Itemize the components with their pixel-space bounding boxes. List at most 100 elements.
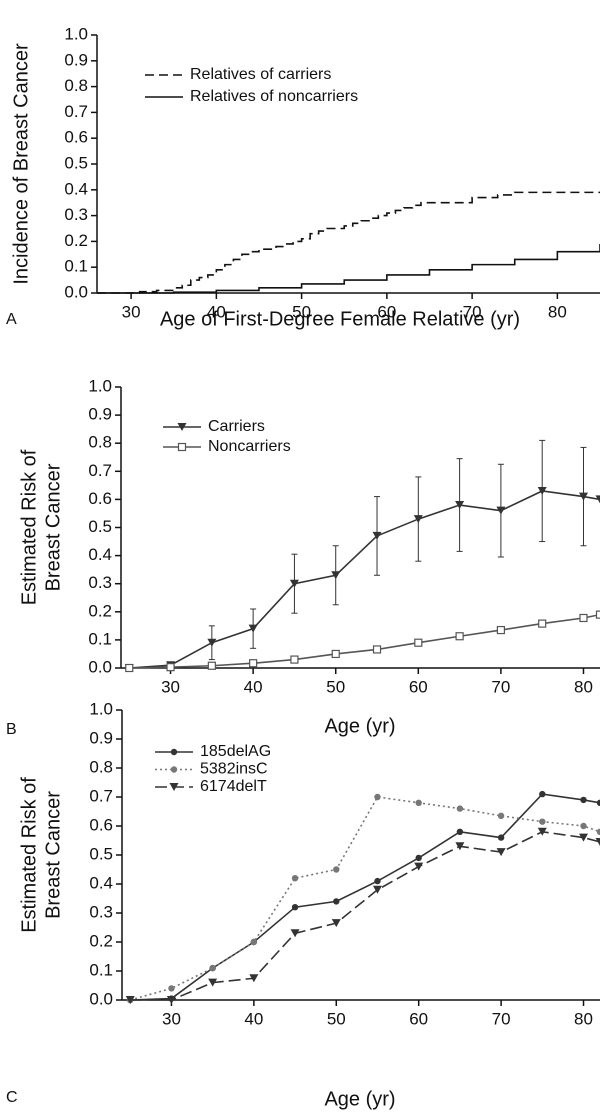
marker [538,619,547,628]
y-tick-label: 0.4 [89,873,113,892]
series-line [130,793,600,1001]
marker [455,501,465,510]
marker [177,423,187,431]
y-tick-label: 0.1 [88,629,112,648]
marker [209,964,216,972]
marker [497,812,505,820]
marker [208,978,218,987]
y-tick-label: 0.7 [89,786,113,805]
marker [331,571,341,580]
marker [170,766,178,773]
marker [595,495,600,504]
x-tick-label: 40 [244,1009,263,1028]
panel-letter: C [6,1089,18,1106]
x-tick-label: 60 [377,302,396,321]
y-axis-label: Incidence of Breast Cancer [10,43,32,285]
marker [580,822,587,830]
y-tick-label: 0.6 [89,815,113,834]
marker [291,875,299,882]
x-tick-label: 30 [161,677,180,696]
marker [249,974,259,983]
marker [413,515,423,524]
marker [497,834,505,841]
y-tick-label: 1.0 [64,24,88,43]
x-tick-label: 80 [548,302,567,321]
x-tick-label: 80 [574,677,593,696]
x-tick-label: 40 [207,302,226,321]
y-tick-label: 0.3 [64,205,88,224]
marker [456,828,464,835]
panel-letter: B [6,721,17,738]
marker [207,661,216,670]
marker [125,996,135,1004]
marker [289,579,299,588]
marker [166,996,176,1004]
y-tick-label: 0.2 [64,231,88,250]
y-tick-label: 0.9 [88,405,112,424]
marker [249,659,258,668]
y-axis-label: Breast Cancer [42,463,64,591]
marker [580,796,587,804]
panel: 0.0 0.1 0.2 0.3 0.4 0.5 0.6 0.7 0.8 0.9 1.0 30 40 50 6… [6,24,600,330]
x-tick-label: 70 [463,302,482,321]
x-tick-label: 70 [491,677,510,696]
marker [539,790,546,798]
marker [496,625,505,635]
series-line [129,490,600,669]
y-tick-label: 0.5 [89,844,113,863]
y-tick-label: 0.5 [88,517,112,536]
marker [207,638,217,647]
x-tick-label: 80 [574,1009,593,1028]
x-tick-label: 70 [492,1009,511,1028]
panel: 0.0 0.1 0.2 0.3 0.4 0.5 0.6 0.7 0.8 0.9 1.0 30 40 50 6… [6,699,600,1110]
marker [331,919,341,928]
x-tick-label: 30 [122,302,141,321]
marker [496,848,506,857]
marker [177,442,187,452]
x-tick-label: 40 [244,677,263,696]
marker [170,748,178,756]
marker [333,866,340,873]
y-tick-label: 0.6 [88,489,112,508]
y-tick-label: 0.8 [88,433,112,452]
marker [372,885,382,894]
marker [168,985,175,992]
x-tick-label: 50 [292,302,311,321]
legend-label: 6174delT [200,778,267,795]
y-axis-label: Estimated Risk of [18,449,40,605]
marker [537,827,547,836]
y-tick-label: 0.0 [89,989,113,1008]
y-tick-label: 0.0 [64,282,88,301]
marker [455,632,464,641]
y-tick-label: 0.5 [64,153,88,172]
y-tick-label: 0.3 [88,573,112,592]
y-axis-label: Breast Cancer [42,791,64,919]
panel-letter: A [6,311,17,328]
y-tick-label: 0.7 [88,461,112,480]
marker [331,649,340,659]
marker [290,929,300,938]
y-tick-label: 0.7 [64,102,88,121]
marker [374,793,381,801]
y-tick-label: 1.0 [89,699,113,718]
y-tick-label: 0.2 [88,601,112,620]
x-axis-label: Age of First-Degree Female Relative (yr) [160,308,520,330]
marker [596,799,600,806]
marker [372,531,382,540]
series-line [129,613,600,669]
marker [578,492,588,501]
marker [414,638,423,647]
marker [415,854,422,862]
marker [250,938,258,946]
marker [415,799,422,806]
legend-label: 185delAG [200,743,271,760]
y-tick-label: 0.4 [88,545,112,564]
x-tick-label: 60 [409,677,428,696]
y-tick-label: 0.2 [89,931,113,950]
marker [539,818,546,825]
series-line [130,796,600,1001]
marker [596,828,600,835]
legend-label: Relatives of noncarriers [190,88,358,105]
marker [125,663,134,673]
